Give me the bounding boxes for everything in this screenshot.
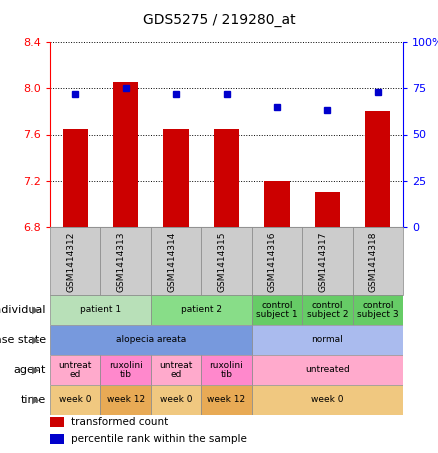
Bar	[163, 129, 189, 227]
Bar	[353, 227, 403, 295]
Text: time: time	[21, 395, 46, 405]
Text: untreat
ed: untreat ed	[159, 361, 193, 379]
Text: alopecia areata: alopecia areata	[116, 336, 186, 344]
Bar	[252, 227, 302, 295]
Text: GSM1414315: GSM1414315	[218, 231, 226, 292]
Bar	[302, 295, 353, 325]
Text: ruxolini
tib: ruxolini tib	[109, 361, 142, 379]
Text: transformed count: transformed count	[71, 417, 169, 427]
Bar	[50, 385, 100, 415]
Bar	[63, 129, 88, 227]
Text: untreated: untreated	[305, 366, 350, 375]
Text: ▶: ▶	[32, 365, 40, 375]
Text: week 12: week 12	[106, 395, 145, 405]
Text: normal: normal	[311, 336, 343, 344]
Text: ruxolini
tib: ruxolini tib	[210, 361, 244, 379]
Text: individual: individual	[0, 305, 46, 315]
Bar	[252, 385, 403, 415]
Text: GSM1414318: GSM1414318	[369, 231, 378, 292]
Text: patient 1: patient 1	[80, 305, 121, 314]
Text: control
subject 1: control subject 1	[256, 301, 298, 319]
Bar	[201, 355, 252, 385]
Bar	[201, 385, 252, 415]
Bar	[252, 295, 302, 325]
Bar	[50, 325, 252, 355]
Text: GSM1414317: GSM1414317	[318, 231, 327, 292]
Bar	[252, 325, 403, 355]
Bar	[50, 434, 64, 443]
Text: week 12: week 12	[208, 395, 246, 405]
Bar	[315, 193, 340, 227]
Bar	[50, 417, 64, 427]
Text: week 0: week 0	[59, 395, 92, 405]
Bar	[264, 181, 290, 227]
Bar	[201, 227, 252, 295]
Text: GSM1414314: GSM1414314	[167, 231, 176, 292]
Text: ▶: ▶	[32, 305, 40, 315]
Bar	[100, 227, 151, 295]
Bar	[50, 355, 100, 385]
Text: GSM1414312: GSM1414312	[66, 231, 75, 292]
Text: control
subject 3: control subject 3	[357, 301, 399, 319]
Bar	[50, 295, 151, 325]
Text: agent: agent	[14, 365, 46, 375]
Bar	[113, 82, 138, 227]
Text: percentile rank within the sample: percentile rank within the sample	[71, 434, 247, 444]
Bar	[365, 111, 390, 227]
Bar	[151, 385, 201, 415]
Text: untreat
ed: untreat ed	[59, 361, 92, 379]
Bar	[151, 355, 201, 385]
Text: ▶: ▶	[32, 395, 40, 405]
Text: ▶: ▶	[32, 335, 40, 345]
Bar	[302, 227, 353, 295]
Text: GDS5275 / 219280_at: GDS5275 / 219280_at	[143, 13, 295, 27]
Text: GSM1414316: GSM1414316	[268, 231, 277, 292]
Bar	[353, 295, 403, 325]
Bar	[252, 355, 403, 385]
Bar	[151, 295, 252, 325]
Bar	[50, 227, 100, 295]
Bar	[100, 385, 151, 415]
Text: control
subject 2: control subject 2	[307, 301, 348, 319]
Text: disease state: disease state	[0, 335, 46, 345]
Bar	[100, 355, 151, 385]
Text: patient 2: patient 2	[181, 305, 222, 314]
Text: week 0: week 0	[311, 395, 343, 405]
Bar	[214, 129, 239, 227]
Text: week 0: week 0	[160, 395, 192, 405]
Bar	[151, 227, 201, 295]
Text: GSM1414313: GSM1414313	[117, 231, 126, 292]
